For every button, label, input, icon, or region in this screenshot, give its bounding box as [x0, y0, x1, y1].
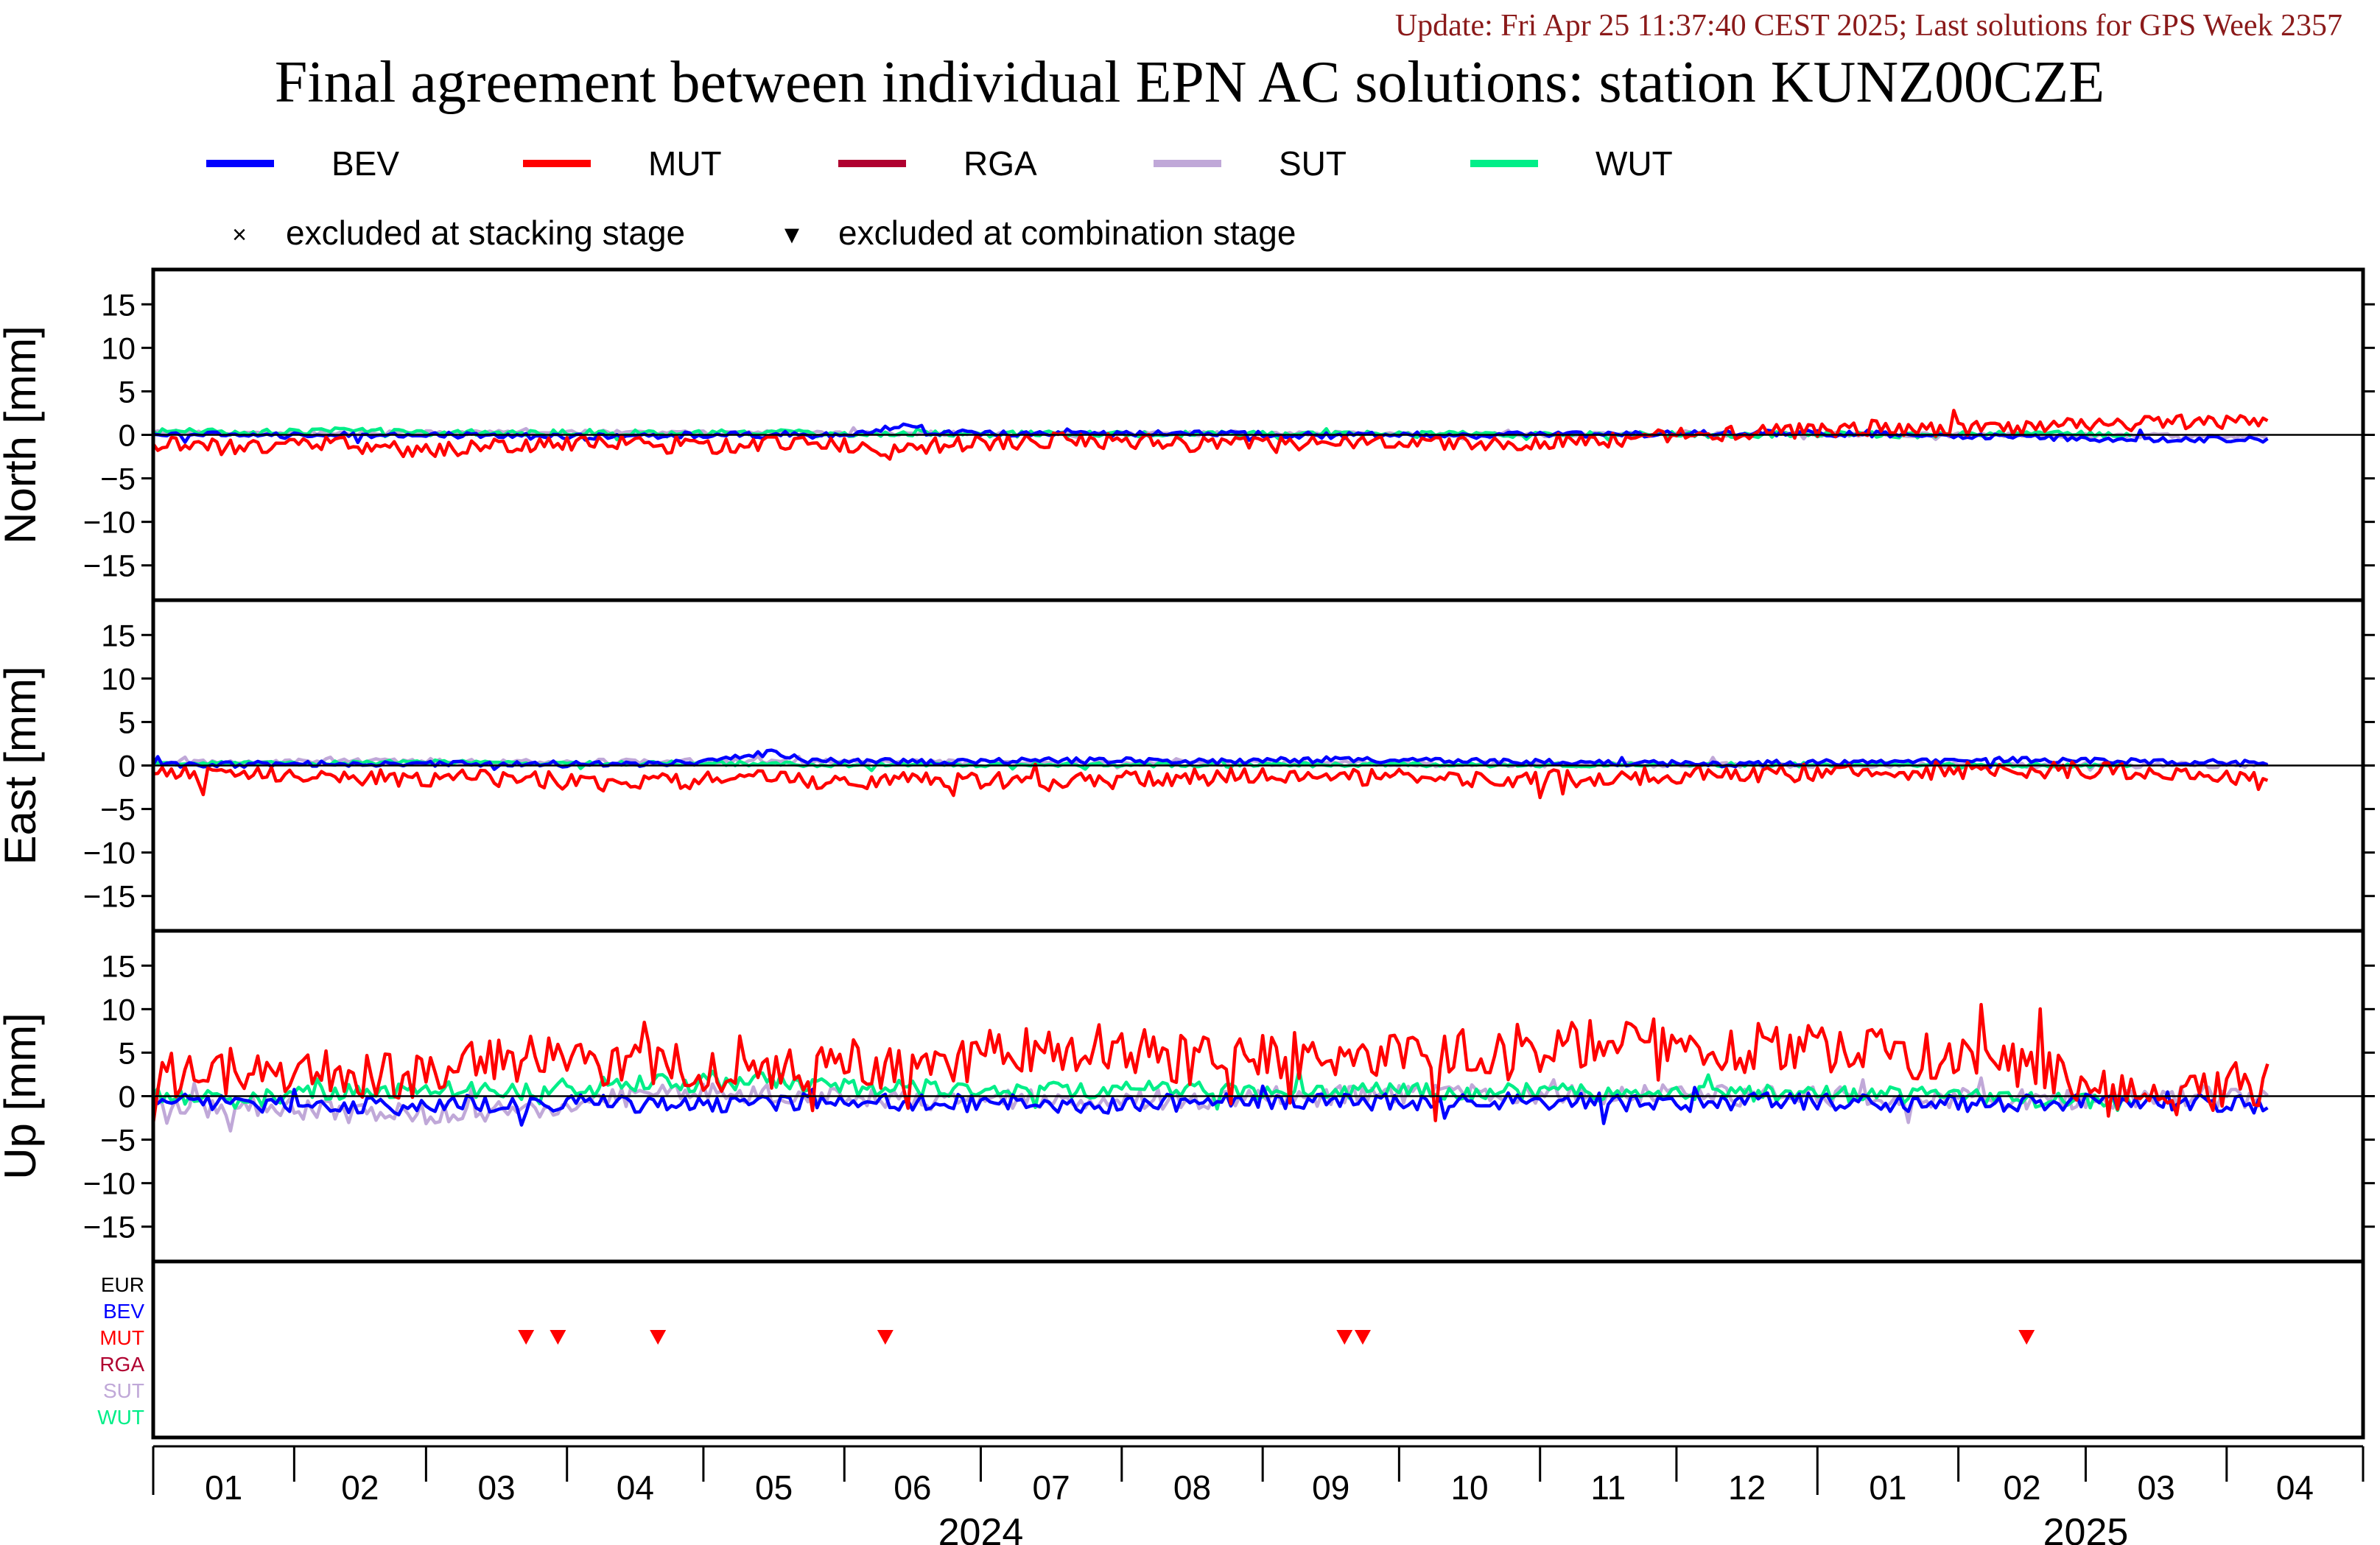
legend-label: BEV — [331, 144, 399, 183]
legend-item-rga: RGA — [838, 144, 1037, 183]
plot-panels: 15 10 5 0 −5 −10 −15 North [mm] 15 10 5 0 −5 −10 −15 Ea… — [0, 267, 2375, 1264]
cross-icon: × — [232, 221, 247, 249]
y-tick-label: −10 — [83, 1166, 136, 1201]
x-tick-label: 08 — [1173, 1468, 1211, 1507]
panel-north: 15 10 5 0 −5 −10 −15 North [mm] — [0, 267, 2375, 602]
legend-marker-label: excluded at combination stage — [838, 214, 1296, 252]
status-row-label: RGA — [99, 1353, 144, 1376]
x-tick-label: 01 — [1869, 1468, 1906, 1507]
x-tick-label: 04 — [617, 1468, 654, 1507]
panel-up: 15 10 5 0 −5 −10 −15 Up [mm] — [0, 929, 2375, 1264]
x-tick-label: 06 — [894, 1468, 931, 1507]
legend-marker-label: excluded at stacking stage — [286, 214, 685, 252]
status-row-label: BEV — [103, 1300, 144, 1323]
exclusion-marker — [2018, 1330, 2035, 1345]
status-row-label: WUT — [97, 1406, 144, 1429]
y-tick-label: 15 — [101, 618, 136, 652]
chart-title: Final agreement between individual EPN A… — [275, 50, 2105, 115]
status-row-label: SUT — [103, 1379, 144, 1402]
triangle-down-icon: ▼ — [779, 221, 804, 249]
year-label: 2025 — [2043, 1511, 2129, 1545]
exclusion-marker — [518, 1330, 535, 1345]
legend-label: MUT — [648, 144, 722, 183]
y-tick-label: 15 — [101, 949, 136, 983]
series-line-wut — [153, 1068, 2133, 1113]
y-tick-label: −5 — [100, 1123, 136, 1158]
exclusion-marker — [550, 1330, 566, 1345]
y-tick-label: −10 — [83, 505, 136, 540]
legend-label: RGA — [963, 144, 1037, 183]
x-tick-label: 12 — [1728, 1468, 1766, 1507]
exclusion-marker — [1354, 1330, 1371, 1345]
x-tick-label: 05 — [755, 1468, 793, 1507]
y-axis-label: North [mm] — [0, 325, 45, 544]
x-tick-label: 11 — [1590, 1468, 1626, 1507]
status-panel: EUR BEV MUT RGA SUT WUT — [97, 1259, 2365, 1440]
y-tick-label: −5 — [100, 462, 136, 496]
y-axis-label: Up [mm] — [0, 1013, 45, 1180]
y-tick-label: 0 — [119, 418, 136, 453]
x-tick-label: 01 — [205, 1468, 242, 1507]
status-frame — [151, 1259, 2365, 1440]
exclusion-marker — [1336, 1330, 1353, 1345]
legend-item-mut: MUT — [523, 144, 722, 183]
x-tick-label: 03 — [2138, 1468, 2175, 1507]
legend-label: SUT — [1279, 144, 1347, 183]
y-tick-label: 10 — [101, 331, 136, 365]
x-tick-label: 10 — [1450, 1468, 1488, 1507]
y-tick-label: −5 — [100, 792, 136, 827]
y-tick-label: 5 — [119, 705, 136, 739]
y-tick-label: 15 — [101, 287, 136, 322]
year-label: 2024 — [938, 1511, 1024, 1545]
series-line-bev — [153, 1084, 2269, 1127]
y-tick-label: −15 — [83, 549, 136, 583]
series-group — [153, 748, 2269, 800]
x-tick-label: 04 — [2276, 1468, 2314, 1507]
legend-marker-combination: ▼ excluded at combination stage — [779, 214, 1296, 252]
y-tick-label: 5 — [119, 374, 136, 409]
exclusion-marker — [877, 1330, 894, 1345]
series-line-mut — [153, 1002, 2270, 1124]
status-row-label: MUT — [99, 1326, 144, 1349]
y-tick-label: 10 — [101, 661, 136, 696]
x-tick-label: 02 — [341, 1468, 379, 1507]
y-tick-label: 10 — [101, 992, 136, 1027]
update-line: Update: Fri Apr 25 11:37:40 CEST 2025; L… — [1395, 9, 2342, 43]
y-tick-label: 5 — [119, 1035, 136, 1070]
legend-item-wut: WUT — [1470, 144, 1673, 183]
legend-marker-stacking: × excluded at stacking stage — [232, 214, 685, 252]
y-axis-label: East [mm] — [0, 666, 45, 865]
x-tick-label: 09 — [1312, 1468, 1349, 1507]
time-axis: 01 02 03 04 05 06 07 08 09 10 11 12 01 02 03 04 2024 2025 — [152, 1445, 2365, 1545]
y-tick-label: −10 — [83, 836, 136, 870]
status-row-label: EUR — [101, 1273, 144, 1296]
y-tick-label: −15 — [83, 1210, 136, 1245]
legend-item-bev: BEV — [206, 144, 399, 183]
y-tick-label: 0 — [119, 749, 136, 784]
y-tick-label: −15 — [83, 879, 136, 914]
legend-label: WUT — [1596, 144, 1673, 183]
series-group — [153, 1002, 2270, 1133]
series-line-mut — [153, 760, 2269, 800]
legend-item-sut: SUT — [1154, 144, 1347, 183]
panel-east: 15 10 5 0 −5 −10 −15 East [mm] — [0, 598, 2375, 933]
exclusion-marker — [650, 1330, 667, 1345]
x-tick-label: 02 — [2003, 1468, 2040, 1507]
legend: BEV MUT RGA SUT WUT × excluded at stacking sta… — [206, 144, 1673, 252]
series-line-bev — [153, 748, 2269, 771]
x-tick-label: 07 — [1033, 1468, 1070, 1507]
series-line-mut — [153, 409, 2269, 461]
y-tick-label: 0 — [119, 1080, 136, 1114]
x-tick-label: 03 — [477, 1468, 515, 1507]
